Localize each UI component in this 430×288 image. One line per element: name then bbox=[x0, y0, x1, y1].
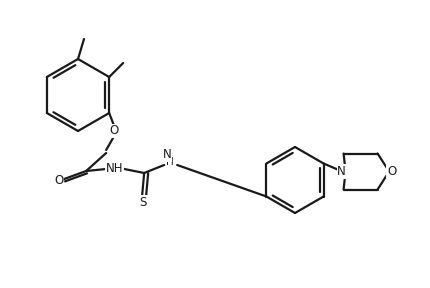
Text: N: N bbox=[163, 149, 171, 162]
Text: O: O bbox=[386, 165, 395, 178]
Text: O: O bbox=[109, 124, 119, 137]
Text: N: N bbox=[336, 165, 345, 178]
Text: H: H bbox=[166, 157, 174, 167]
Text: S: S bbox=[139, 196, 147, 209]
Text: O: O bbox=[55, 175, 64, 187]
Text: NH: NH bbox=[105, 162, 123, 175]
